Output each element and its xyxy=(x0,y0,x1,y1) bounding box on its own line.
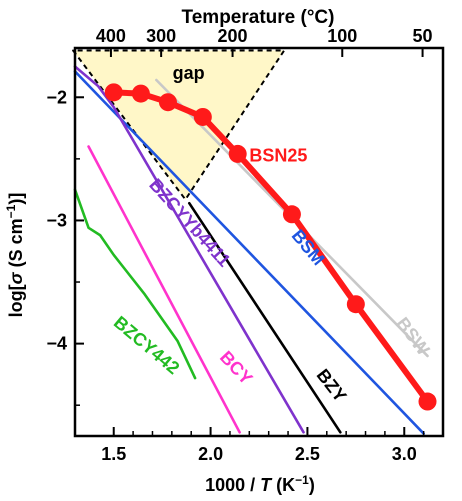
bsn25-point xyxy=(282,205,301,224)
y-axis-title-variable: σ xyxy=(6,271,26,284)
x-axis-title-units: (K xyxy=(271,475,295,495)
series-line-bzy xyxy=(187,201,342,434)
x-tick-label: 1.5 xyxy=(101,444,126,464)
series-label-bsn25: BSN25 xyxy=(249,145,307,165)
x-tick-label: 2.0 xyxy=(198,444,223,464)
series-line-bzcy442 xyxy=(73,188,197,380)
y-axis-title-units: (S cm xyxy=(6,218,26,272)
top-tick-label: 300 xyxy=(146,26,176,46)
x-tick-label: 3.0 xyxy=(392,444,417,464)
gap-region xyxy=(72,49,286,201)
x-axis-title-variable: T xyxy=(260,475,273,495)
bsn25-point xyxy=(158,93,177,112)
bsn25-point xyxy=(346,295,365,314)
tick-layer: 1.5 2.0 2.5 3.0 −2 −3 −4 400 300 200 100 50 xyxy=(46,26,432,464)
series-label-bzcy442: BZCY442 xyxy=(110,312,183,378)
series-label-bsw: BSW xyxy=(392,314,433,360)
series-line-bcy xyxy=(87,145,241,434)
top-tick-label: 400 xyxy=(96,26,126,46)
bsn25-point xyxy=(131,84,150,103)
y-tick-label: −3 xyxy=(46,210,67,230)
y-axis-title: log[σ (S cm−1)] xyxy=(4,193,26,318)
bsn25-point xyxy=(104,83,123,102)
top-tick-label: 100 xyxy=(327,26,357,46)
series-layer xyxy=(73,65,437,435)
top-tick-label: 200 xyxy=(218,26,248,46)
y-axis-title-end: )] xyxy=(6,193,26,205)
bsn25-point xyxy=(228,144,247,163)
x-axis-title-superscript: −1 xyxy=(295,473,309,487)
bsn25-point xyxy=(418,392,437,411)
series-line-bsm xyxy=(73,70,425,435)
plot-frame xyxy=(73,46,445,438)
x-axis-title-end: ) xyxy=(309,475,315,495)
y-tick-label: −2 xyxy=(46,87,67,107)
y-tick-label: −4 xyxy=(46,334,67,354)
y-axis-title-superscript: −1 xyxy=(4,204,18,218)
x-axis-title: 1000 / T (K−1) xyxy=(205,473,315,495)
gap-label: gap xyxy=(173,63,205,83)
top-tick-label: 50 xyxy=(413,26,433,46)
series-label-bcy: BCY xyxy=(216,347,257,388)
top-axis-title: Temperature (°C) xyxy=(182,7,335,28)
x-tick-label: 2.5 xyxy=(295,444,320,464)
bsn25-point xyxy=(193,107,212,126)
x-axis-title-prefix: 1000 / xyxy=(205,475,260,495)
y-axis-title-prefix: log[ xyxy=(6,284,26,317)
